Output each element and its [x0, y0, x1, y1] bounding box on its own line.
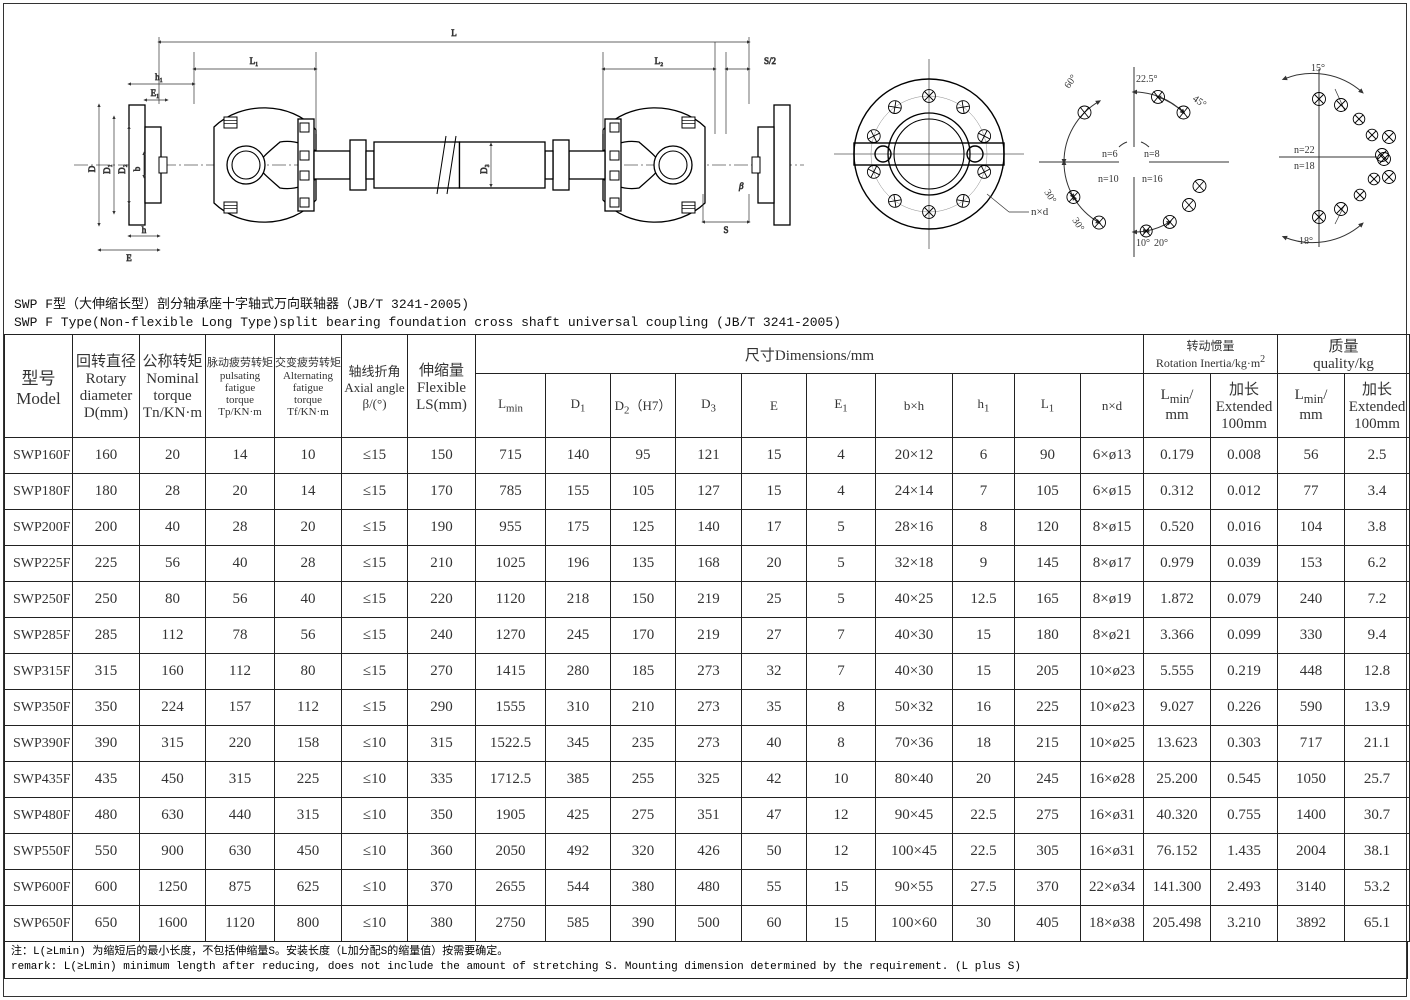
svg-text:E: E: [126, 253, 132, 263]
svg-text:n=22: n=22: [1294, 145, 1315, 156]
svg-text:D₃: D₃: [479, 164, 489, 174]
svg-text:L₁: L₁: [250, 56, 259, 66]
svg-text:30°: 30°: [1069, 216, 1086, 234]
svg-text:45°: 45°: [1190, 93, 1208, 110]
svg-text:15°: 15°: [1311, 63, 1325, 74]
svg-text:E₁: E₁: [151, 88, 160, 98]
svg-text:L: L: [451, 28, 457, 38]
svg-text:β: β: [738, 181, 744, 191]
svg-text:18°: 18°: [1299, 236, 1313, 247]
svg-text:D: D: [87, 165, 97, 172]
svg-text:D₂: D₂: [117, 164, 127, 174]
svg-text:h₁: h₁: [155, 72, 163, 82]
svg-text:n=6: n=6: [1102, 149, 1118, 160]
svg-text:S: S: [723, 225, 728, 235]
svg-text:20°: 20°: [1154, 238, 1168, 249]
svg-text:D₁: D₁: [102, 164, 112, 174]
svg-text:n=16: n=16: [1142, 174, 1163, 185]
svg-text:b: b: [132, 166, 142, 171]
svg-text:10°: 10°: [1136, 238, 1150, 249]
svg-text:n=18: n=18: [1294, 161, 1315, 172]
svg-text:30°: 30°: [1041, 188, 1058, 206]
svg-text:22.5°: 22.5°: [1136, 74, 1158, 85]
svg-text:S/2: S/2: [764, 56, 776, 66]
svg-text:60°: 60°: [1062, 73, 1079, 91]
svg-text:L₂: L₂: [655, 56, 664, 66]
svg-text:n=10: n=10: [1098, 174, 1119, 185]
svg-text:n×d: n×d: [1031, 206, 1049, 218]
svg-text:h: h: [142, 225, 147, 235]
svg-text:n=8: n=8: [1144, 149, 1160, 160]
